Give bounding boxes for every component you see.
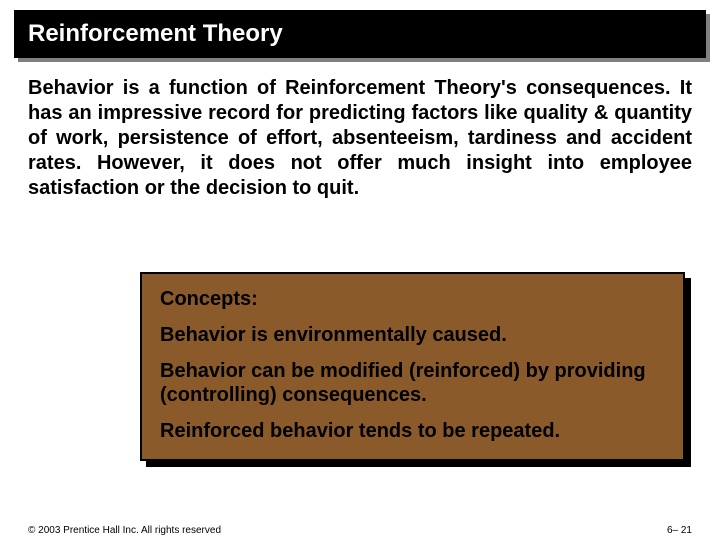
- concepts-item: Behavior is environmentally caused.: [160, 323, 665, 347]
- body-paragraph: Behavior is a function of Reinforcement …: [28, 76, 692, 201]
- copyright-text: © 2003 Prentice Hall Inc. All rights res…: [28, 525, 221, 536]
- title-bar: Reinforcement Theory: [14, 10, 706, 58]
- concepts-heading: Concepts:: [160, 288, 665, 311]
- concepts-item: Reinforced behavior tends to be repeated…: [160, 419, 665, 443]
- concepts-box: Concepts: Behavior is environmentally ca…: [140, 272, 685, 461]
- concepts-item: Behavior can be modified (reinforced) by…: [160, 359, 665, 407]
- page-number: 6– 21: [667, 525, 692, 536]
- title-box: Reinforcement Theory: [14, 10, 706, 58]
- concepts-panel: Concepts: Behavior is environmentally ca…: [140, 272, 685, 461]
- slide-title: Reinforcement Theory: [28, 20, 692, 48]
